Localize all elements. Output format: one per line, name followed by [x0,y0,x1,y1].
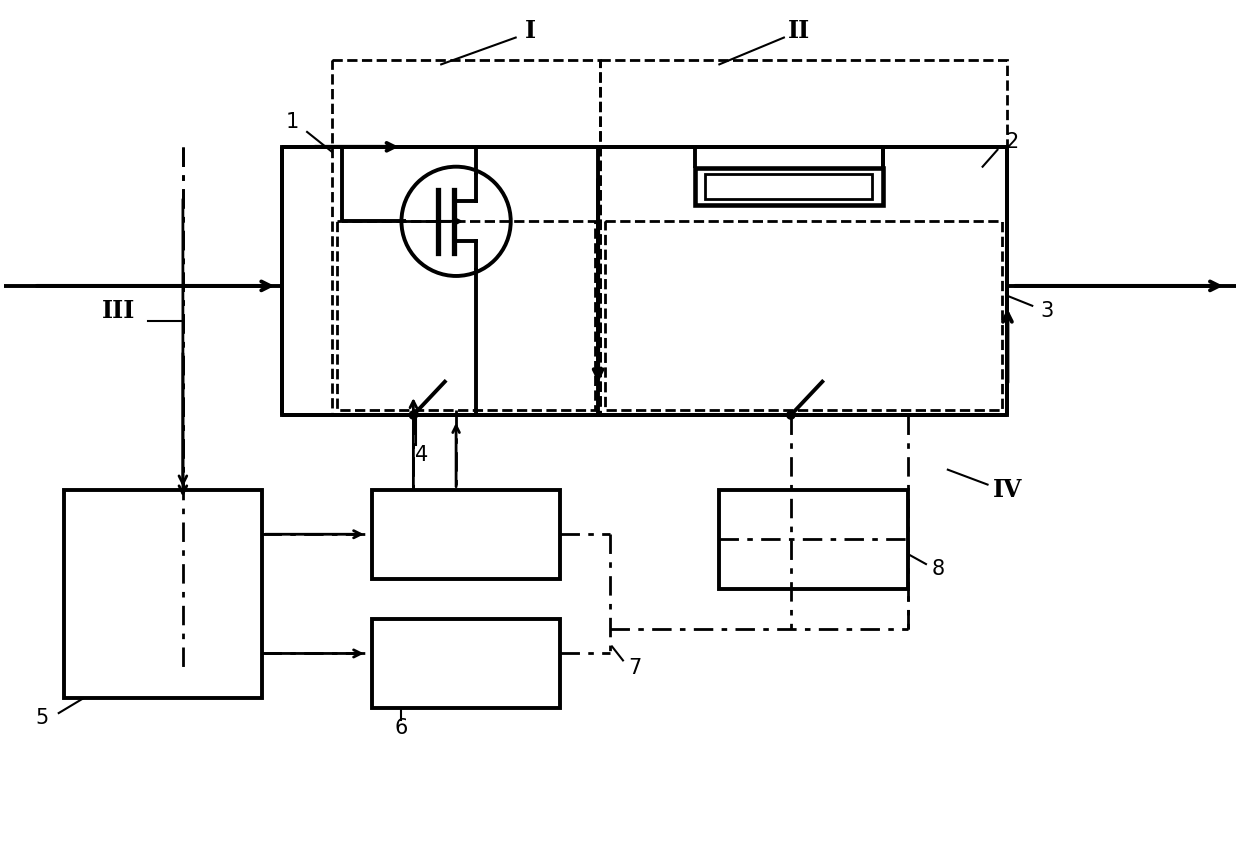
Text: 2: 2 [1006,132,1019,152]
Bar [600,61,1007,415]
Bar [372,619,560,708]
Bar [605,222,1002,410]
Bar [337,222,595,410]
Circle shape [786,411,796,420]
Text: 5: 5 [35,708,48,728]
Bar [706,174,872,200]
Bar [694,168,883,206]
Text: I: I [525,19,536,43]
Bar [283,147,1007,415]
Text: III: III [102,298,135,323]
Bar [332,61,600,415]
Text: II: II [787,19,810,43]
Text: 7: 7 [629,658,641,679]
Text: 6: 6 [394,718,408,738]
Text: 3: 3 [1040,301,1054,320]
Text: 4: 4 [414,445,428,464]
Bar [719,490,908,589]
Circle shape [409,411,418,420]
Text: IV: IV [993,477,1022,502]
Bar [63,490,263,698]
Bar [372,490,560,579]
Text: 8: 8 [931,559,945,579]
Text: 1: 1 [285,112,299,132]
